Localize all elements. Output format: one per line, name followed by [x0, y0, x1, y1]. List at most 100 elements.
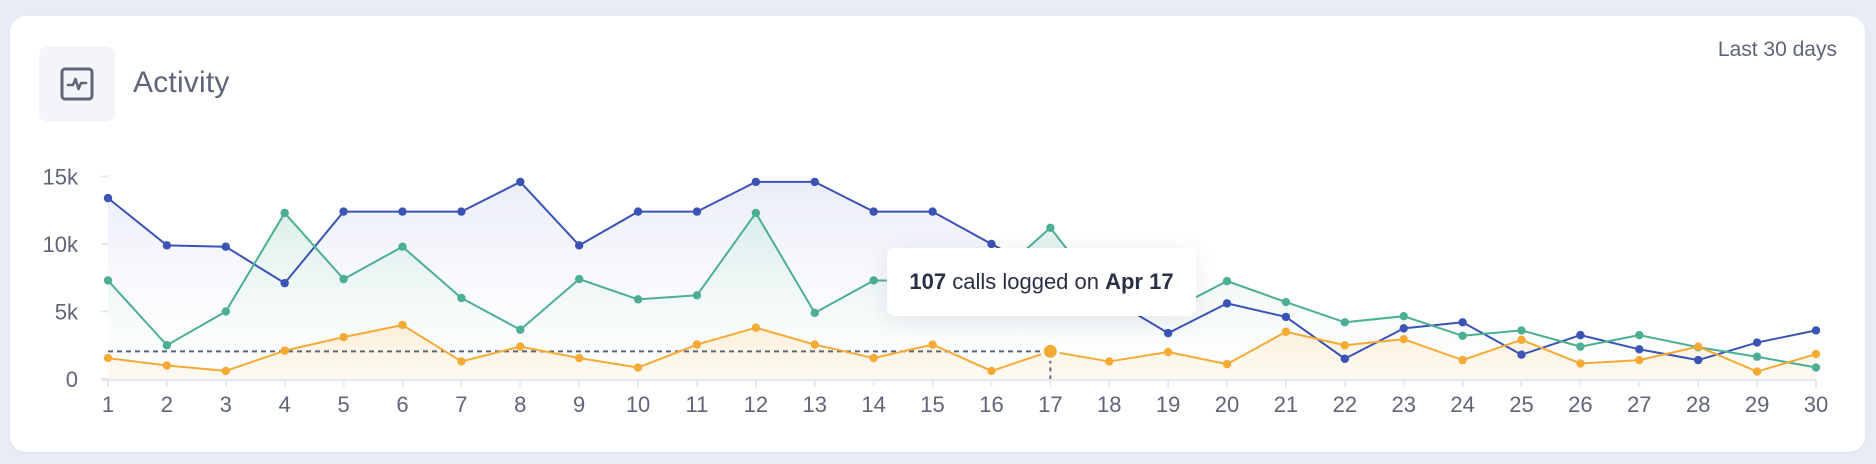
data-point-blue[interactable] — [633, 207, 643, 216]
data-point-green[interactable] — [1458, 331, 1467, 340]
data-point-blue[interactable] — [457, 207, 466, 216]
data-point-blue[interactable] — [1163, 328, 1173, 338]
x-tick-label: 3 — [220, 392, 232, 417]
data-point-blue[interactable] — [1517, 350, 1526, 359]
data-point-orange[interactable] — [633, 363, 643, 372]
data-point-orange[interactable] — [103, 353, 113, 363]
data-point-blue[interactable] — [516, 177, 525, 187]
data-point-orange[interactable] — [398, 320, 407, 330]
data-point-orange[interactable] — [457, 357, 466, 366]
data-point-orange[interactable] — [1105, 357, 1114, 366]
data-point-blue[interactable] — [1399, 324, 1408, 333]
data-point-orange[interactable] — [869, 353, 878, 363]
highlighted-data-point[interactable] — [1040, 341, 1060, 361]
data-point-orange[interactable] — [1576, 359, 1585, 368]
data-point-orange[interactable] — [1752, 367, 1762, 376]
tooltip-text: calls logged on — [946, 269, 1106, 294]
data-point-blue[interactable] — [221, 242, 230, 251]
data-point-orange[interactable] — [1694, 342, 1703, 351]
data-point-green[interactable] — [751, 208, 761, 218]
data-point-orange[interactable] — [339, 332, 348, 342]
data-point-green[interactable] — [162, 341, 172, 350]
data-point-blue[interactable] — [1694, 355, 1703, 365]
chart-tooltip: 107 calls logged on Apr 17 — [887, 248, 1196, 316]
data-point-green[interactable] — [574, 274, 584, 284]
data-point-blue[interactable] — [1752, 338, 1762, 347]
x-tick-label: 25 — [1509, 392, 1533, 417]
data-point-orange[interactable] — [516, 342, 525, 351]
data-point-orange[interactable] — [1222, 359, 1232, 369]
data-point-green[interactable] — [516, 325, 525, 334]
data-point-orange[interactable] — [1163, 347, 1173, 357]
data-point-blue[interactable] — [280, 278, 289, 288]
data-point-green[interactable] — [103, 276, 113, 285]
data-point-green[interactable] — [457, 293, 466, 303]
data-point-blue[interactable] — [692, 207, 702, 216]
data-point-orange[interactable] — [1281, 327, 1291, 336]
data-point-green[interactable] — [1635, 330, 1644, 340]
data-point-orange[interactable] — [162, 361, 172, 370]
data-point-blue[interactable] — [1576, 330, 1585, 340]
data-point-orange[interactable] — [928, 340, 937, 349]
data-point-blue[interactable] — [751, 177, 761, 187]
data-point-green[interactable] — [221, 307, 230, 316]
data-point-green[interactable] — [633, 295, 643, 304]
area-orange — [108, 325, 1816, 379]
data-point-green[interactable] — [1517, 326, 1526, 335]
data-point-blue[interactable] — [103, 193, 113, 203]
x-tick-label: 21 — [1274, 392, 1298, 417]
data-point-blue[interactable] — [928, 207, 937, 216]
data-point-orange[interactable] — [810, 340, 819, 349]
data-point-blue[interactable] — [1811, 326, 1821, 335]
data-point-blue[interactable] — [398, 207, 407, 216]
data-point-green[interactable] — [1399, 312, 1408, 321]
date-range-label[interactable]: Last 30 days — [1717, 38, 1837, 61]
data-point-green[interactable] — [1222, 276, 1232, 286]
data-point-green[interactable] — [280, 208, 289, 218]
data-point-orange[interactable] — [1399, 334, 1408, 344]
x-tick-label: 1 — [102, 392, 114, 417]
data-point-orange[interactable] — [280, 346, 289, 355]
data-point-green[interactable] — [869, 276, 878, 285]
data-point-green[interactable] — [339, 274, 348, 284]
data-point-green[interactable] — [1752, 352, 1762, 361]
data-point-green[interactable] — [1811, 363, 1821, 372]
data-point-green[interactable] — [1046, 223, 1055, 232]
x-tick-label: 18 — [1097, 392, 1121, 417]
data-point-blue[interactable] — [162, 241, 172, 250]
data-point-orange[interactable] — [987, 366, 996, 376]
data-point-blue[interactable] — [987, 239, 996, 249]
x-tick-label: 10 — [626, 392, 650, 417]
data-point-orange[interactable] — [1340, 341, 1350, 350]
data-point-orange[interactable] — [1811, 349, 1821, 359]
data-point-blue[interactable] — [1281, 312, 1291, 322]
data-point-green[interactable] — [1340, 318, 1350, 327]
data-point-orange[interactable] — [221, 366, 230, 376]
data-point-blue[interactable] — [1458, 318, 1467, 327]
data-point-orange[interactable] — [751, 323, 761, 332]
data-point-green[interactable] — [1281, 297, 1291, 307]
x-tick-label: 23 — [1391, 392, 1415, 417]
data-point-blue[interactable] — [869, 207, 878, 216]
data-point-blue[interactable] — [810, 177, 819, 187]
x-tick-label: 6 — [396, 392, 408, 417]
x-tick-label: 7 — [455, 392, 467, 417]
card-title: Activity — [133, 66, 230, 99]
data-point-green[interactable] — [692, 291, 702, 300]
data-point-orange[interactable] — [1635, 355, 1644, 365]
data-point-blue[interactable] — [1340, 354, 1350, 363]
data-point-orange[interactable] — [692, 340, 702, 349]
y-tick-label: 5k — [55, 300, 79, 325]
data-point-green[interactable] — [1576, 342, 1585, 351]
y-tick-label: 15k — [43, 165, 79, 190]
data-point-orange[interactable] — [1458, 355, 1467, 365]
data-point-green[interactable] — [398, 242, 407, 251]
data-point-blue[interactable] — [574, 241, 584, 250]
data-point-blue[interactable] — [339, 207, 348, 216]
data-point-orange[interactable] — [574, 353, 584, 363]
data-point-orange[interactable] — [1517, 335, 1526, 345]
data-point-blue[interactable] — [1222, 299, 1232, 308]
data-point-blue[interactable] — [1635, 345, 1644, 354]
data-point-green[interactable] — [810, 308, 819, 318]
